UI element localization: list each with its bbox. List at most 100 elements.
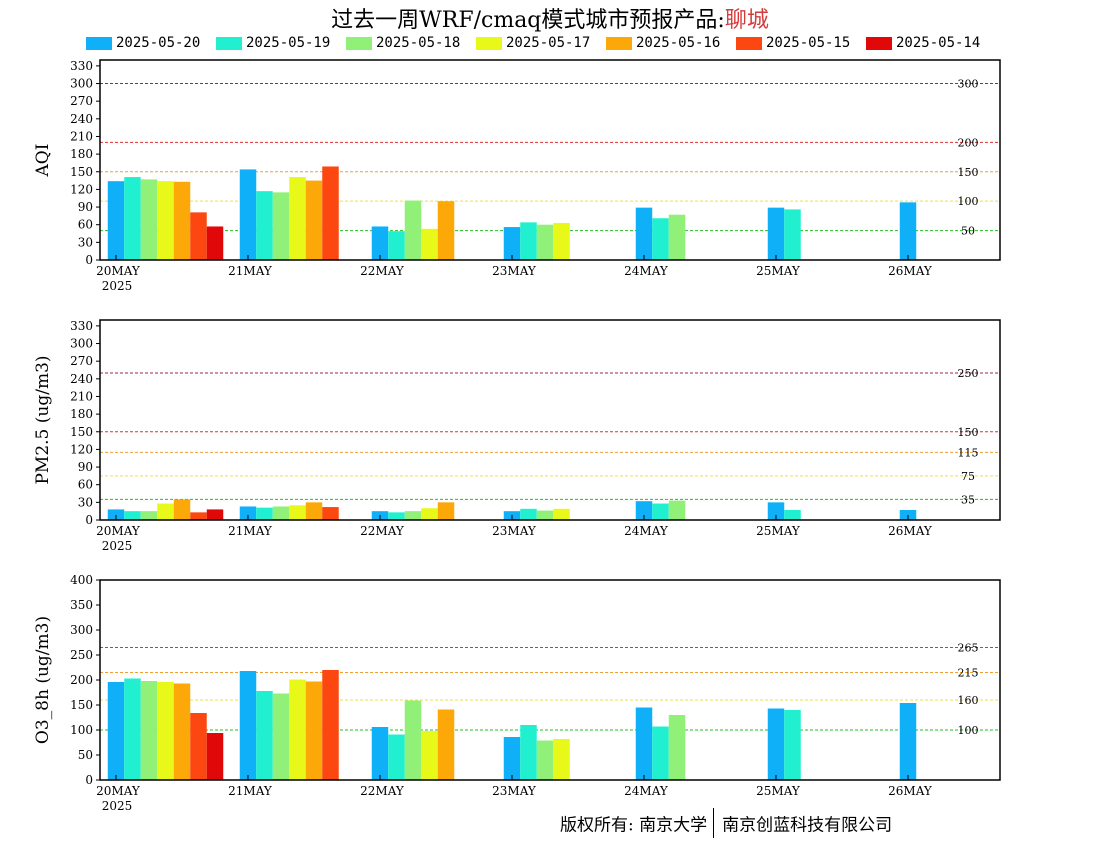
chart-title: 过去一周WRF/cmaq模式城市预报产品:聊城 [0, 2, 1100, 34]
y-tick-label: 210 [70, 129, 93, 143]
bar [371, 226, 389, 260]
x-tick-label: 23MAY [492, 524, 537, 538]
bar [289, 177, 306, 260]
bar [404, 511, 422, 520]
y-tick-label: 120 [70, 442, 93, 456]
x-tick-label: 21MAY [228, 264, 273, 278]
bar [767, 207, 785, 260]
x-tick-label: 25MAY [756, 784, 801, 798]
y-tick-label: 0 [85, 513, 93, 527]
bar [437, 709, 455, 780]
y-tick-label: 400 [70, 573, 93, 587]
legend-swatch [476, 37, 502, 50]
bar [190, 212, 207, 260]
bar [668, 500, 686, 520]
bar [157, 682, 174, 780]
bar [421, 508, 438, 520]
bar [553, 222, 570, 260]
y-tick-label: 150 [70, 425, 93, 439]
threshold-label: 100 [958, 195, 979, 208]
bar [272, 192, 290, 260]
bar [437, 201, 455, 260]
bar [289, 505, 306, 520]
y-tick-label: 100 [70, 723, 93, 737]
bar [140, 681, 158, 780]
y-axis-label: AQI [33, 144, 53, 178]
legend-swatch [346, 37, 372, 50]
x-tick-label: 24MAY [624, 784, 669, 798]
year-label: 2025 [102, 799, 133, 813]
bar [305, 681, 323, 780]
y-tick-label: 240 [70, 372, 93, 386]
bar [140, 511, 158, 520]
bar [520, 508, 537, 520]
threshold-label: 250 [958, 367, 979, 380]
bar [173, 499, 191, 520]
bar [239, 506, 257, 520]
bar [404, 200, 422, 260]
bar [899, 202, 917, 260]
bar [652, 218, 669, 260]
bar [256, 191, 273, 260]
plot-frame [99, 59, 1001, 261]
y-tick-label: 250 [70, 648, 93, 662]
legend-swatch [866, 37, 892, 50]
threshold-label: 75 [961, 470, 975, 483]
bar [437, 502, 455, 520]
x-tick-label: 21MAY [228, 784, 273, 798]
bar [404, 700, 422, 780]
bar [388, 734, 405, 780]
threshold-label: 115 [958, 446, 979, 459]
legend-label: 2025-05-18 [376, 35, 461, 51]
bar [503, 737, 521, 780]
bar [421, 228, 438, 260]
bar [322, 166, 339, 260]
bar [289, 679, 306, 780]
x-tick-label: 22MAY [360, 524, 405, 538]
title-prefix: 过去一周WRF/cmaq模式城市预报产品: [331, 8, 725, 33]
bar [520, 222, 537, 260]
y-tick-label: 300 [70, 77, 93, 91]
y-tick-label: 300 [70, 337, 93, 351]
bar [784, 209, 801, 260]
bar [107, 509, 125, 520]
bar [305, 180, 323, 260]
bar [157, 181, 174, 260]
bar [206, 509, 224, 520]
x-tick-label: 20MAY [96, 784, 141, 798]
y-tick-label: 0 [85, 773, 93, 787]
bar [173, 181, 191, 260]
threshold-label: 35 [961, 493, 975, 506]
y-tick-label: 180 [70, 407, 93, 421]
threshold-label: 265 [958, 642, 979, 655]
bar [652, 503, 669, 520]
x-tick-label: 24MAY [624, 524, 669, 538]
threshold-label: 150 [958, 426, 979, 439]
bar [635, 707, 653, 780]
bar [157, 503, 174, 520]
bar [124, 511, 141, 520]
bar [553, 739, 570, 780]
y-tick-label: 30 [78, 235, 93, 249]
y-tick-label: 270 [70, 354, 93, 368]
bar [206, 733, 224, 780]
threshold-label: 200 [958, 136, 979, 149]
bar [190, 512, 207, 520]
legend-swatch [86, 37, 112, 50]
x-tick-label: 26MAY [888, 784, 933, 798]
x-tick-label: 22MAY [360, 784, 405, 798]
y-tick-label: 50 [78, 748, 93, 762]
y-tick-label: 270 [70, 94, 93, 108]
bar [322, 507, 339, 520]
bar [124, 177, 141, 260]
legend-label: 2025-05-15 [766, 35, 851, 51]
footer-divider [713, 808, 715, 838]
y-tick-label: 90 [78, 460, 93, 474]
bar [536, 224, 554, 260]
bar [239, 169, 257, 260]
bar [107, 682, 125, 780]
legend-label: 2025-05-17 [506, 35, 591, 51]
x-tick-label: 20MAY [96, 524, 141, 538]
bar [173, 683, 191, 780]
bar [553, 508, 570, 520]
